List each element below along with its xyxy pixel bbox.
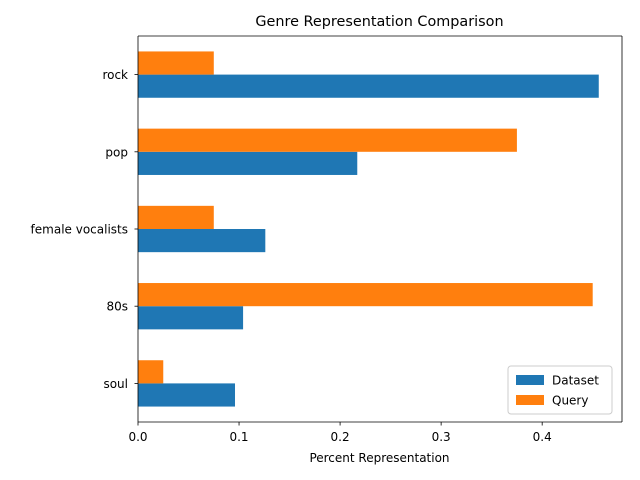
x-axis-title: Percent Representation [309, 451, 449, 465]
y-tick-label-pop: pop [105, 145, 128, 159]
y-tick-label-soul: soul [103, 377, 128, 391]
legend-swatch-query [516, 395, 544, 405]
y-tick-label-80s: 80s [106, 300, 128, 314]
x-tick-label: 0.0 [128, 430, 147, 444]
legend: Dataset Query [507, 365, 613, 415]
legend-label-query: Query [552, 394, 588, 408]
bar-query-female-vocalists [138, 205, 214, 229]
bar-dataset-pop [138, 151, 358, 175]
x-tick-label: 0.3 [432, 430, 451, 444]
bar-dataset-rock [138, 74, 599, 98]
bar-query-rock [138, 51, 214, 75]
x-tick-label: 0.1 [229, 430, 248, 444]
chart-title: Genre Representation Comparison [255, 14, 503, 30]
bar-dataset-female-vocalists [138, 229, 266, 253]
bar-query-80s [138, 283, 593, 307]
bar-dataset-soul [138, 383, 236, 407]
y-tick-label-female-vocalists: female vocalists [31, 223, 128, 237]
bar-query-soul [138, 360, 164, 384]
y-tick-label-rock: rock [102, 68, 128, 82]
axes-group: 0.0 0.1 0.2 0.3 0.4 rock pop female vocalists 80… [31, 35, 623, 444]
legend-label-dataset: Dataset [552, 374, 599, 388]
bars-group [138, 51, 599, 407]
bar-query-pop [138, 128, 517, 152]
x-tick-label: 0.4 [533, 430, 552, 444]
legend-swatch-dataset [516, 375, 544, 385]
x-tick-label: 0.2 [331, 430, 350, 444]
bar-dataset-80s [138, 306, 244, 330]
